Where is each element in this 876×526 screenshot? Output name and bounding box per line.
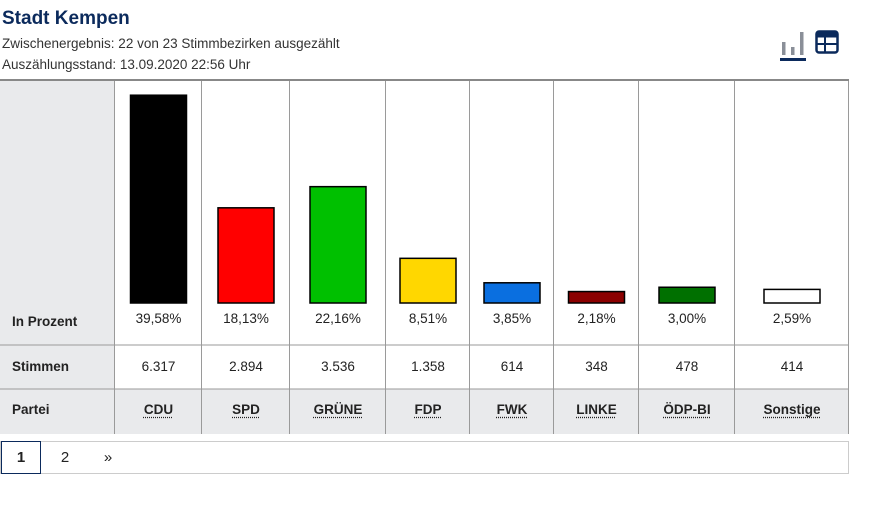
row-label-party: Partei: [12, 402, 50, 417]
label-column-bg: [0, 81, 115, 434]
votes-value: 614: [500, 359, 524, 374]
party-name--dp-bi[interactable]: ÖDP-BI: [663, 402, 711, 417]
bar-fdp: [399, 257, 457, 304]
page-1-link[interactable]: 1: [1, 441, 41, 474]
party-name-cdu[interactable]: CDU: [143, 402, 174, 417]
percent-label: 22,16%: [315, 311, 361, 326]
party-name-gr-ne[interactable]: GRÜNE: [313, 402, 363, 417]
party-name-spd[interactable]: SPD: [232, 402, 260, 417]
bar-cdu: [129, 94, 188, 304]
table-icon[interactable]: [815, 30, 839, 54]
page-title: Stadt Kempen: [2, 8, 130, 29]
pagination: 1 2 »: [0, 441, 849, 474]
party-name-sonstige[interactable]: Sonstige: [763, 402, 821, 417]
votes-value: 414: [780, 359, 804, 374]
party-name-fwk[interactable]: FWK: [496, 402, 528, 417]
percent-label: 8,51%: [408, 311, 448, 326]
votes-value: 6.317: [141, 359, 176, 374]
votes-value: 1.358: [411, 359, 445, 374]
bar-sonstige: [763, 288, 821, 304]
votes-value: 3.536: [321, 359, 355, 374]
percent-label: 39,58%: [135, 311, 182, 326]
party-row-bg: [0, 389, 849, 434]
results-chart: [0, 81, 849, 434]
votes-value: 348: [585, 359, 608, 374]
bar-linke: [567, 290, 626, 304]
party-name-fdp[interactable]: FDP: [414, 402, 442, 417]
page-2-link[interactable]: 2: [60, 449, 70, 466]
votes-value: 478: [675, 359, 699, 374]
row-label-percent: In Prozent: [12, 314, 78, 329]
percent-label: 3,00%: [667, 311, 707, 326]
bar-chart-icon[interactable]: [780, 30, 806, 61]
bar-fwk: [483, 282, 541, 304]
bar-gr-ne: [309, 185, 367, 304]
percent-label: 2,18%: [577, 311, 616, 326]
votes-value: 2.894: [229, 359, 263, 374]
percent-label: 18,13%: [223, 311, 269, 326]
row-label-votes: Stimmen: [12, 359, 70, 374]
percent-label: 2,59%: [772, 311, 812, 326]
count-status: Zwischenergebnis: 22 von 23 Stimmbezirke…: [2, 36, 340, 51]
bar-spd: [217, 207, 275, 304]
count-timestamp: Auszählungsstand: 13.09.2020 22:56 Uhr: [2, 57, 251, 72]
percent-label: 3,85%: [492, 311, 532, 326]
next-page-link[interactable]: »: [103, 449, 113, 466]
bar--dp-bi: [658, 286, 716, 304]
results-table: In Prozent Stimmen Partei 39,58% 6.317 CDU…: [0, 79, 849, 434]
party-name-linke[interactable]: LINKE: [576, 402, 617, 417]
